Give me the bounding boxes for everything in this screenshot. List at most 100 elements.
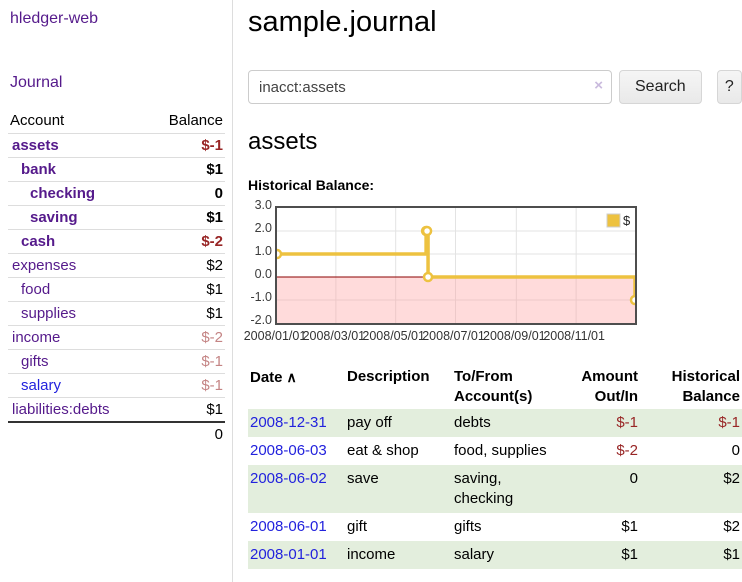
transaction-date-link[interactable]: 2008-06-03 [250,442,327,459]
sidebar-item-journal[interactable]: Journal [10,74,63,91]
balance-cell: $1 [723,546,740,563]
account-balance: $2 [146,253,225,278]
y-tick-label: 3.0 [254,198,272,212]
account-row: assets $-1 [8,133,225,158]
search-button[interactable]: Search [619,70,702,104]
y-tick-label: 2.0 [254,221,272,235]
sidebar-account-link[interactable]: salary [21,377,62,394]
account-name-cell: salary [8,373,147,398]
account-balance: $-2 [146,325,225,350]
sidebar-account-link[interactable]: checking [30,185,96,202]
svg-text:$: $ [623,213,631,228]
register-table-body: 2008-12-31 pay off debts $-1 $-1 2008-06-03 ea… [248,409,742,569]
transaction-date-link[interactable]: 2008-06-02 [250,470,327,487]
register-table: Date ∧ Description To/From Account(s) Amo… [248,365,742,569]
y-tick-label: 1.0 [254,244,272,258]
brand-link[interactable]: hledger-web [10,10,99,27]
sidebar-account-link[interactable]: assets [12,137,59,154]
sidebar-account-link[interactable]: bank [21,161,57,178]
date-cell: 2008-12-31 [248,409,345,437]
x-tick-label: 2008/05/01 [362,329,425,343]
amount-cell: $-2 [616,442,638,459]
search-input[interactable] [248,70,612,104]
register-row: 2008-01-01 income salary $1 $1 [248,541,742,569]
accounts-table-body: assets $-1 bank $1 checking 0 saving $1 cash $-2 e… [8,133,225,423]
account-row: cash $-2 [8,229,225,254]
register-header-row: Date ∧ Description To/From Account(s) Amo… [248,365,742,409]
date-cell: 2008-06-03 [248,437,345,465]
chart-x-axis: 2008/01/01 2008/03/01 2008/05/01 2008/07/01… [244,329,675,345]
account-balance: $1 [146,205,225,230]
account-name-cell: expenses [8,253,147,278]
x-tick-label: 2008/11/01 [543,329,605,343]
sidebar-account-link[interactable]: saving [30,209,78,226]
accounts-header-account: Account [8,109,147,134]
sidebar-account-link[interactable]: food [21,281,51,298]
account-name-cell: assets [8,133,147,158]
account-balance: 0 [146,181,225,206]
amount-cell: $1 [621,546,638,563]
sidebar-account-link[interactable]: income [12,329,61,346]
sidebar: hledger-web Journal Account Balance asse… [0,0,233,582]
register-row: 2008-06-03 eat & shop food, supplies $-2 0 [248,437,742,465]
register-row: 2008-12-31 pay off debts $-1 $-1 [248,409,742,437]
historical-balance-chart: 3.0 2.0 1.0 0.0 -1.0 -2.0 $ 2008/01/01 2008/03… [244,198,718,346]
accounts-cell: gifts [454,518,482,535]
account-row: checking 0 [8,181,225,206]
register-header-amount: Amount Out/In [581,368,638,405]
transaction-date-link[interactable]: 2008-12-31 [250,414,327,431]
account-row: expenses $2 [8,253,225,278]
amount-cell: $1 [621,518,638,535]
help-button[interactable]: ? [716,70,742,104]
chart-svg: $ [271,208,641,323]
sidebar-account-link[interactable]: liabilities:debts [12,401,110,418]
accounts-cell: salary [454,546,495,563]
date-header-label: Date [250,369,283,386]
balance-cell: $2 [723,470,740,487]
x-tick-label: 2008/01/01 [243,329,307,343]
accounts-total-spacer [8,422,147,446]
main-content: sample.journal × Search ? assets Histori… [244,0,742,569]
register-header-date[interactable]: Date ∧ [248,365,345,409]
account-balance: $1 [146,157,225,182]
description-cell: save [347,470,379,487]
transaction-date-link[interactable]: 2008-01-01 [250,546,327,563]
sort-ascending-icon: ∧ [286,369,297,385]
register-header-description: Description [347,368,430,385]
date-cell: 2008-01-01 [248,541,345,569]
account-name-cell: checking [8,181,147,206]
account-row: liabilities:debts $1 [8,397,225,423]
sidebar-account-link[interactable]: gifts [21,353,49,370]
x-tick-label: 2008/09/01 [483,329,546,343]
search-bar: × Search ? [248,70,742,104]
y-tick-label: -1.0 [250,290,272,304]
page-title: sample.journal [248,6,437,38]
accounts-header-balance: Balance [146,109,225,134]
sidebar-account-link[interactable]: supplies [21,305,77,322]
register-row: 2008-06-01 gift gifts $1 $2 [248,513,742,541]
clear-search-icon[interactable]: × [594,77,603,94]
register-row: 2008-06-02 save saving, checking 0 $2 [248,465,742,513]
x-tick-label: 2008/03/01 [302,329,366,343]
sidebar-account-link[interactable]: cash [21,233,56,250]
transaction-date-link[interactable]: 2008-06-01 [250,518,327,535]
y-tick-label: 0.0 [254,267,272,281]
account-balance: $1 [146,301,225,326]
description-cell: income [347,546,396,563]
account-row: supplies $1 [8,301,225,326]
account-name-cell: gifts [8,349,147,374]
section-title: assets [248,128,318,155]
date-cell: 2008-06-02 [248,465,345,513]
balance-cell: $2 [723,518,740,535]
account-name-cell: bank [8,157,147,182]
amount-cell: 0 [629,470,638,487]
register-header-balance: Historical Balance [671,368,740,405]
account-row: salary $-1 [8,373,225,398]
chart-plot-area: $ [271,206,641,325]
accounts-table: Account Balance assets $-1 bank $1 checking 0… [8,109,225,446]
sidebar-account-link[interactable]: expenses [12,257,77,274]
date-cell: 2008-06-01 [248,513,345,541]
account-name-cell: food [8,277,147,302]
y-tick-label: -2.0 [250,313,272,327]
account-balance: $1 [146,397,225,423]
